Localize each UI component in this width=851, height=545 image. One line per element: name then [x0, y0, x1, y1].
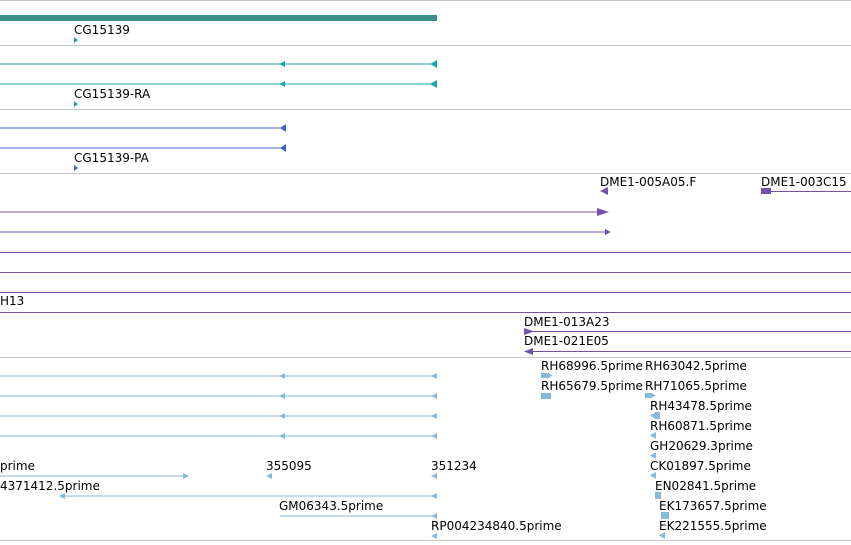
cdna-feature[interactable] [0, 229, 611, 235]
est-label[interactable]: EN02841.5prime [655, 479, 756, 493]
est-label[interactable]: RP004234840.5prime [431, 519, 562, 533]
arrow-left-icon [280, 144, 286, 152]
est-label[interactable]: RH71065.5prime [645, 379, 747, 393]
cdna-label[interactable]: DME1-013A23 [524, 315, 610, 329]
arrow-left-icon [650, 452, 656, 459]
est-label[interactable]: EK221555.5prime [659, 519, 767, 533]
arrow-right-icon [651, 393, 656, 398]
est-label[interactable]: RH65679.5prime [541, 379, 643, 393]
cdna-label[interactable]: DME1-021E05 [524, 334, 609, 348]
arrow-right-icon [183, 473, 189, 479]
transcript-track: CG15139-RA [0, 60, 437, 107]
cdna-feature[interactable] [761, 188, 851, 194]
arrow-left-icon [279, 81, 285, 87]
arrow-left-icon [430, 60, 437, 68]
est-block[interactable] [655, 492, 661, 499]
arrow-left-icon [279, 373, 285, 379]
arrow-left-icon [279, 413, 285, 419]
arrow-right-icon [524, 328, 534, 335]
arrow-right-icon [597, 208, 609, 216]
est-label[interactable]: RH60871.5prime [650, 419, 752, 433]
arrow-left-icon [650, 412, 656, 419]
arrow-left-icon [431, 393, 437, 399]
cdna-feature[interactable] [524, 328, 851, 335]
arrow-left-icon [279, 433, 285, 439]
arrow-left-icon [659, 532, 665, 539]
gene-label[interactable]: CG15139 [74, 23, 130, 37]
arrow-left-icon [650, 432, 656, 439]
arrow-left-icon [279, 61, 285, 67]
arrow-left-icon [279, 393, 285, 399]
protein-label[interactable]: CG15139-PA [74, 151, 150, 165]
est-feature[interactable] [0, 373, 437, 379]
transcript-feature[interactable] [0, 80, 437, 88]
transcript-label[interactable]: CG15139-RA [74, 87, 151, 101]
strand-arrow-icon [74, 165, 78, 171]
strand-arrow-icon [74, 37, 78, 43]
est-label[interactable]: RH68996.5prime [541, 359, 643, 373]
arrow-left-icon [431, 493, 437, 499]
exon-block [761, 188, 771, 194]
arrow-left-icon [430, 80, 437, 88]
est-block[interactable] [541, 373, 549, 378]
arrow-left-icon [431, 413, 437, 419]
arrow-left-icon [431, 373, 437, 379]
arrow-left-icon [266, 473, 272, 479]
cdna-feature[interactable] [0, 208, 609, 216]
arrow-left-icon [280, 124, 286, 132]
arrow-left-icon [600, 187, 608, 195]
gene-feature[interactable] [0, 15, 437, 21]
est-track: RH68996.5prime RH63042.5prime RH65679.5p… [0, 359, 767, 539]
est-block[interactable] [645, 393, 652, 398]
est-label[interactable]: CK01897.5prime [650, 459, 751, 473]
protein-track: CG15139-PA [0, 124, 286, 171]
est-label[interactable]: RH63042.5prime [645, 359, 747, 373]
arrow-left-icon [431, 473, 437, 479]
est-label[interactable]: prime [0, 459, 35, 473]
est-block[interactable] [655, 412, 660, 419]
cdna-label[interactable]: H13 [0, 294, 24, 308]
strand-arrow-icon [74, 101, 78, 107]
est-label[interactable]: 355095 [266, 459, 312, 473]
arrow-left-icon [524, 348, 533, 355]
gene-track: CG15139 [0, 15, 437, 43]
est-block[interactable] [541, 393, 551, 399]
cdna-label[interactable]: DME1-005A05.F [600, 175, 696, 189]
est-feature[interactable] [59, 493, 437, 499]
transcript-feature[interactable] [0, 60, 437, 68]
arrow-left-icon [431, 433, 437, 439]
est-label[interactable]: 4371412.5prime [0, 479, 100, 493]
cdna-track: DME1-005A05.F DME1-003C15 H13 DME1-013A2… [0, 175, 851, 355]
cdna-feature[interactable] [524, 348, 851, 355]
arrow-right-icon [605, 229, 611, 235]
cdna-label[interactable]: DME1-003C15 [761, 175, 847, 189]
est-feature[interactable] [0, 433, 437, 439]
arrow-left-icon [431, 513, 437, 519]
protein-feature[interactable] [0, 124, 286, 132]
arrow-right-icon [548, 373, 553, 378]
est-label[interactable]: 351234 [431, 459, 477, 473]
protein-feature[interactable] [0, 144, 286, 152]
est-feature[interactable] [280, 513, 437, 519]
est-feature[interactable] [0, 473, 437, 479]
est-feature[interactable] [0, 413, 437, 419]
est-feature[interactable] [0, 393, 437, 399]
est-label[interactable]: GM06343.5prime [279, 499, 383, 513]
est-block[interactable] [661, 512, 669, 519]
arrow-left-icon [650, 472, 656, 479]
est-label[interactable]: GH20629.3prime [650, 439, 753, 453]
est-label[interactable]: EK173657.5prime [659, 499, 767, 513]
arrow-left-icon [59, 493, 65, 499]
arrow-left-icon [431, 533, 437, 539]
est-label[interactable]: RH43478.5prime [650, 399, 752, 413]
